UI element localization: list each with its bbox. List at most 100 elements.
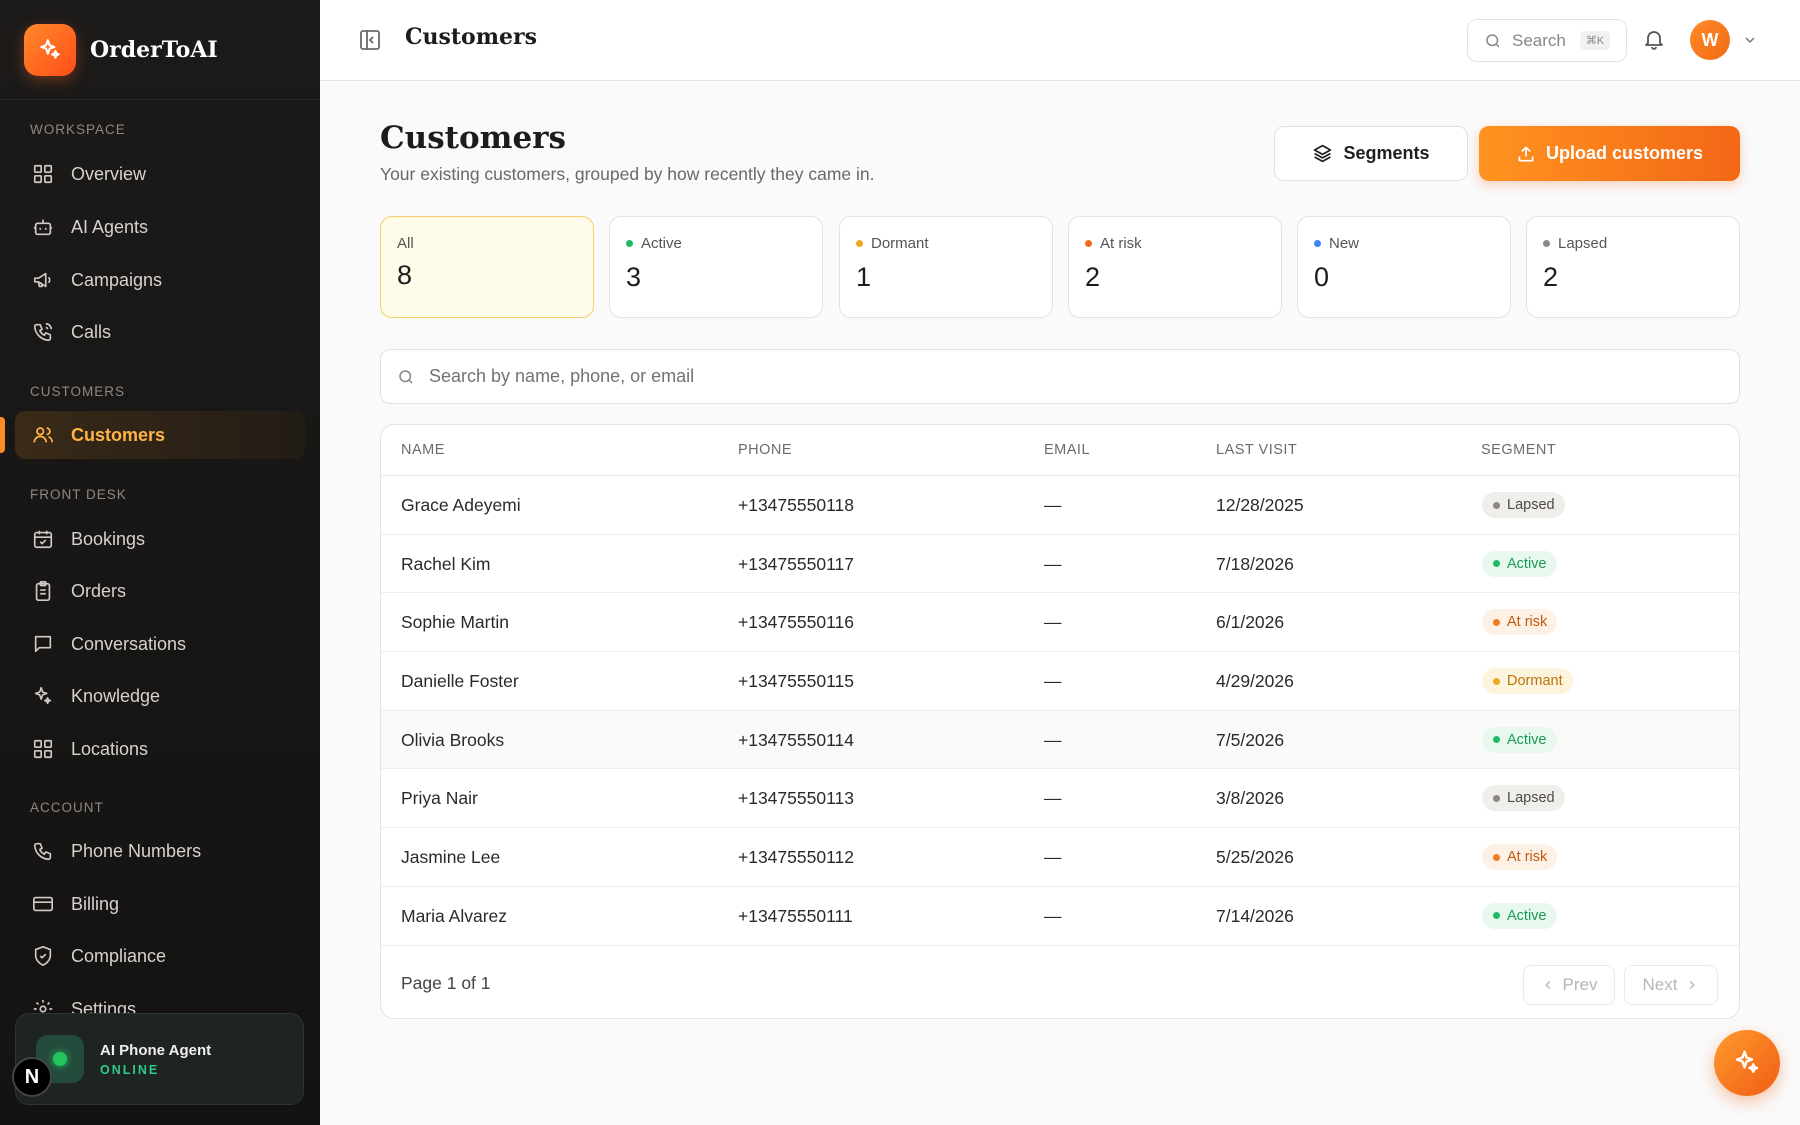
table-row[interactable]: Sophie Martin +13475550116 — 6/1/2026 At… xyxy=(381,593,1739,653)
cell-email: — xyxy=(1044,671,1062,692)
cell-name: Priya Nair xyxy=(401,788,478,809)
sidebar-item-conversations[interactable]: Conversations xyxy=(15,620,305,668)
grid-icon xyxy=(31,162,55,186)
stat-value: 3 xyxy=(626,262,642,292)
cell-email: — xyxy=(1044,847,1062,868)
cell-last-visit: 7/14/2026 xyxy=(1216,905,1294,926)
megaphone-icon xyxy=(31,268,55,292)
sidebar-item-label: Overview xyxy=(71,163,147,184)
cell-last-visit: 5/25/2026 xyxy=(1216,847,1294,868)
upload-customers-button[interactable]: Upload customers xyxy=(1479,126,1740,181)
segments-button[interactable]: Segments xyxy=(1274,126,1468,181)
segment-badge: Active xyxy=(1482,902,1557,929)
cell-last-visit: 6/1/2026 xyxy=(1216,612,1285,633)
global-search-button[interactable]: Search ⌘K xyxy=(1467,19,1627,62)
stat-value: 2 xyxy=(1543,262,1559,292)
phone-call-icon xyxy=(31,320,55,344)
table-row[interactable]: Rachel Kim +13475550117 — 7/18/2026 Acti… xyxy=(381,535,1739,594)
sidebar-item-label: Knowledge xyxy=(71,685,161,706)
layers-icon xyxy=(1314,144,1332,163)
sidebar-item-knowledge[interactable]: Knowledge xyxy=(15,672,305,720)
agent-name: AI Phone Agent xyxy=(100,1041,212,1059)
column-header-email[interactable]: EMAIL xyxy=(1044,442,1091,458)
table-row[interactable]: Maria Alvarez +13475550111 — 7/14/2026 A… xyxy=(381,887,1739,946)
stat-label: Active xyxy=(626,235,822,252)
sidebar-item-locations[interactable]: Locations xyxy=(15,725,305,773)
sidebar-item-label: Bookings xyxy=(71,528,146,549)
sidebar-item-ai-agents[interactable]: AI Agents xyxy=(15,203,305,251)
stat-value: 2 xyxy=(1085,262,1101,292)
customer-search-input[interactable] xyxy=(429,366,1629,387)
table-row[interactable]: Grace Adeyemi +13475550118 — 12/28/2025 … xyxy=(381,476,1739,535)
stat-card-new[interactable]: New 0 xyxy=(1297,216,1511,318)
sidebar-item-label: Compliance xyxy=(71,945,167,966)
ai-assistant-fab[interactable] xyxy=(1714,1030,1780,1096)
status-dot xyxy=(1085,240,1092,247)
table-footer: Page 1 of 1 Prev Next xyxy=(381,947,1739,1018)
sidebar-item-compliance[interactable]: Compliance xyxy=(15,932,305,980)
status-dot xyxy=(1314,240,1321,247)
search-icon xyxy=(1486,33,1500,48)
prev-page-button[interactable]: Prev xyxy=(1523,965,1615,1005)
segment-badge: Active xyxy=(1482,550,1557,577)
stat-label: All xyxy=(397,235,414,252)
table-row[interactable]: Priya Nair +13475550113 — 3/8/2026 Lapse… xyxy=(381,769,1739,829)
stat-label: At risk xyxy=(1085,235,1281,252)
cell-phone: +13475550111 xyxy=(738,905,853,926)
cell-last-visit: 3/8/2026 xyxy=(1216,788,1285,809)
column-header-name[interactable]: NAME xyxy=(401,442,445,458)
column-header-last-visit[interactable]: LAST VISIT xyxy=(1216,442,1298,458)
segment-badge: Lapsed xyxy=(1482,492,1565,518)
sidebar-item-label: Customers xyxy=(71,424,166,445)
page-title: Customers xyxy=(380,120,566,156)
cell-last-visit: 12/28/2025 xyxy=(1216,495,1304,515)
status-dot xyxy=(626,240,633,247)
stat-card-all[interactable]: All 8 xyxy=(380,216,594,318)
section-label-account: ACCOUNT xyxy=(30,800,104,815)
stat-card-active[interactable]: Active 3 xyxy=(609,216,823,318)
column-header-segment[interactable]: SEGMENT xyxy=(1481,442,1557,458)
sidebar-item-overview[interactable]: Overview xyxy=(15,150,305,198)
user-avatar[interactable]: W xyxy=(1690,20,1730,60)
ai-agent-status-card[interactable]: AI Phone Agent ONLINE xyxy=(15,1013,304,1105)
brand-logo-icon xyxy=(24,23,76,76)
segment-badge: At risk xyxy=(1482,609,1558,636)
sidebar-item-bookings[interactable]: Bookings xyxy=(15,515,305,563)
stat-card-lapsed[interactable]: Lapsed 2 xyxy=(1526,216,1740,318)
n-badge[interactable]: N xyxy=(12,1057,52,1097)
cell-last-visit: 4/29/2026 xyxy=(1216,671,1294,692)
cell-last-visit: 7/18/2026 xyxy=(1216,553,1294,574)
chevron-down-icon[interactable] xyxy=(1742,32,1758,48)
table-header: NAME PHONE EMAIL LAST VISIT SEGMENT xyxy=(381,425,1739,476)
sidebar-item-orders[interactable]: Orders xyxy=(15,567,305,615)
cell-phone: +13475550113 xyxy=(738,788,854,809)
upload-button-label: Upload customers xyxy=(1545,143,1704,163)
customer-search-box[interactable] xyxy=(380,349,1740,404)
sidebar-item-campaigns[interactable]: Campaigns xyxy=(15,256,305,304)
status-dot xyxy=(1543,240,1550,247)
table-row[interactable]: Danielle Foster +13475550115 — 4/29/2026… xyxy=(381,652,1739,711)
stat-card-dormant[interactable]: Dormant 1 xyxy=(839,216,1053,318)
table-row[interactable]: Olivia Brooks +13475550114 — 7/5/2026 Ac… xyxy=(381,710,1739,770)
sidebar-item-billing[interactable]: Billing xyxy=(15,880,305,928)
stat-value: 1 xyxy=(856,262,872,292)
table-row[interactable]: Jasmine Lee +13475550112 — 5/25/2026 At … xyxy=(381,828,1739,887)
shield-check-icon xyxy=(31,944,55,968)
sidebar-item-calls[interactable]: Calls xyxy=(15,308,305,356)
section-label-customers: CUSTOMERS xyxy=(30,384,126,399)
sidebar-toggle-icon[interactable] xyxy=(358,28,382,52)
sidebar-item-phone-numbers[interactable]: Phone Numbers xyxy=(15,827,305,875)
next-page-button[interactable]: Next xyxy=(1624,965,1718,1005)
sidebar-item-customers[interactable]: Customers xyxy=(15,411,305,459)
bell-icon[interactable] xyxy=(1642,27,1668,53)
segments-button-label: Segments xyxy=(1343,143,1430,163)
cell-name: Maria Alvarez xyxy=(401,905,508,926)
cell-email: — xyxy=(1044,495,1062,515)
stat-card-at-risk[interactable]: At risk 2 xyxy=(1068,216,1282,318)
column-header-phone[interactable]: PHONE xyxy=(738,442,793,458)
stat-label: Lapsed xyxy=(1543,235,1739,252)
active-indicator xyxy=(0,417,5,453)
brand[interactable]: OrderToAI xyxy=(0,0,320,100)
chevron-left-icon xyxy=(1544,981,1550,989)
credit-card-icon xyxy=(31,892,55,916)
